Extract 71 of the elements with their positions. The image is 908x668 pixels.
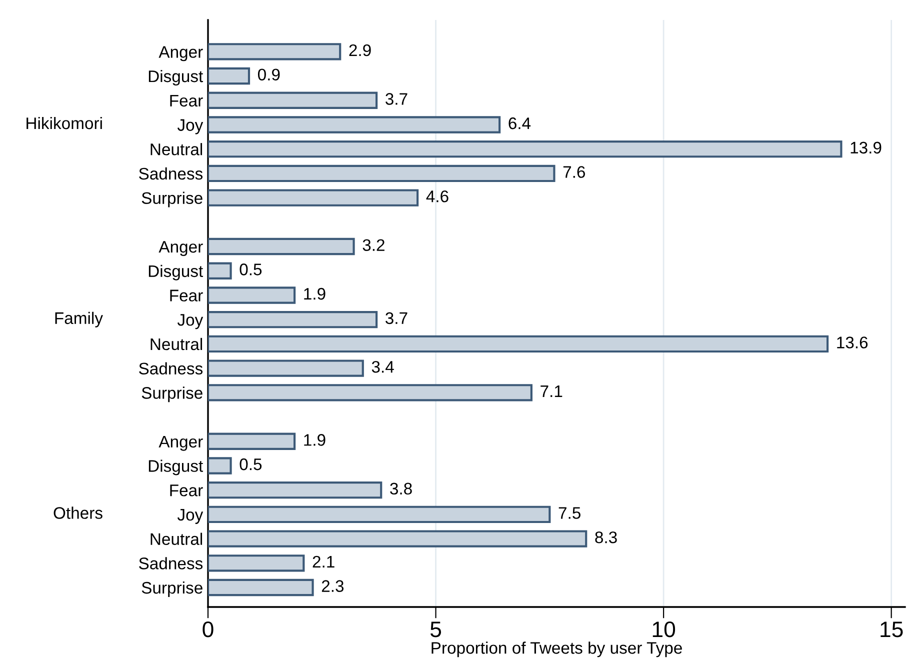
data-label: 13.6 — [837, 336, 868, 348]
y-tick-label: Anger — [158, 436, 203, 451]
y-tick-label: Sadness — [139, 167, 203, 180]
y-tick-label: Sadness — [139, 362, 203, 375]
data-label: 0.5 — [240, 264, 262, 276]
x-tick-label: 5 — [430, 622, 442, 638]
bar — [208, 432, 296, 450]
y-tick-label: Fear — [170, 94, 203, 107]
bar — [208, 506, 551, 524]
bar — [208, 335, 829, 353]
bar — [208, 164, 556, 182]
data-label: 8.3 — [595, 531, 617, 544]
y-tick-label: Anger — [158, 241, 203, 256]
y-tick-label: Fear — [170, 290, 203, 302]
bar — [208, 189, 419, 206]
bar — [208, 238, 355, 256]
bar — [208, 530, 588, 548]
data-label: 2.1 — [312, 556, 334, 568]
x-tick-label: 15 — [880, 622, 903, 638]
bar — [208, 457, 232, 474]
bar — [208, 140, 842, 158]
x-axis-title: Proportion of Tweets by user Type — [432, 642, 682, 658]
data-label: 3.2 — [362, 239, 384, 251]
data-label: 1.9 — [304, 288, 326, 300]
x-tick-label: 10 — [652, 621, 676, 638]
bar — [208, 360, 364, 377]
data-label: 4.6 — [426, 190, 448, 202]
bar — [208, 43, 342, 60]
y-tick-label: Neutral — [150, 532, 202, 546]
y-tick-label: Neutral — [150, 338, 202, 350]
y-tick-label: Neutral — [150, 143, 202, 156]
bar — [208, 578, 314, 596]
x-tick-label: 0 — [202, 621, 214, 638]
y-tick-label: Anger — [158, 46, 203, 62]
data-label: 13.9 — [850, 142, 882, 154]
y-tick-label: Disgust — [148, 264, 204, 280]
bar — [208, 384, 532, 402]
y-tick-label: Joy — [177, 509, 204, 524]
data-label: 3.7 — [386, 93, 408, 105]
y-tick-label: Disgust — [148, 460, 204, 476]
y-tick-label: Disgust — [148, 70, 204, 86]
bar — [208, 481, 382, 499]
data-label: 1.9 — [304, 434, 326, 446]
data-label: 3.7 — [386, 312, 408, 324]
y-tick-label: Joy — [177, 314, 204, 330]
data-label: 0.9 — [258, 68, 280, 80]
y-tick-label: Joy — [177, 119, 204, 134]
bar — [208, 92, 378, 109]
y-tick-label: Sadness — [139, 557, 203, 570]
bar — [208, 67, 250, 85]
data-label: 2.9 — [349, 44, 371, 56]
data-label: 6.4 — [508, 117, 531, 130]
bar — [208, 310, 378, 328]
bar — [208, 286, 296, 304]
data-label: 2.3 — [322, 580, 344, 592]
y-tick-label: Fear — [170, 484, 203, 496]
data-label: 0.5 — [240, 458, 262, 470]
text: Hikikomori — [26, 116, 102, 130]
bar — [208, 262, 232, 280]
data-label: 3.8 — [390, 482, 412, 495]
text: Family — [55, 312, 103, 328]
data-label: 7.5 — [558, 507, 580, 519]
data-label: 7.6 — [563, 166, 585, 178]
data-label: 7.1 — [540, 386, 562, 397]
y-tick-label: Surprise — [142, 581, 202, 598]
bar — [208, 554, 305, 572]
y-tick-label: Surprise — [142, 192, 202, 208]
y-tick-label: Surprise — [142, 386, 202, 402]
text: Others — [54, 506, 102, 519]
data-label: 3.4 — [372, 360, 394, 373]
bar — [208, 116, 501, 134]
